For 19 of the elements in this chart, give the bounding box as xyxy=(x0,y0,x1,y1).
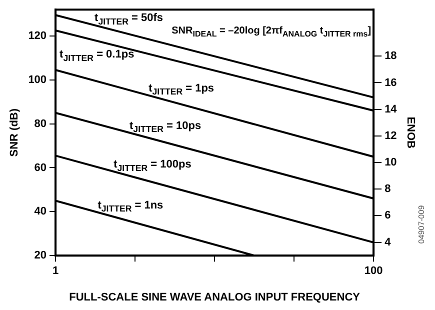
y2-tick-label: 18 xyxy=(384,50,397,62)
y-tick-label: 120 xyxy=(28,30,47,42)
y2-tick-label: 6 xyxy=(384,210,391,222)
y-tick-label: 40 xyxy=(34,206,47,218)
y-axis-title: SNR (dB) xyxy=(8,108,21,157)
text: 04907-009 xyxy=(417,204,426,244)
x-tick-label: 1 xyxy=(52,265,59,278)
y2-tick-label: 10 xyxy=(384,156,397,169)
y2-tick-label: 14 xyxy=(384,103,398,116)
y-tick-label: 20 xyxy=(34,250,47,262)
y2-tick-label: 16 xyxy=(384,76,397,89)
y-tick-label: 60 xyxy=(34,162,47,174)
y2-tick-label: 12 xyxy=(384,130,397,142)
y2-tick-label: 4 xyxy=(384,236,392,248)
y-tick-label: 100 xyxy=(28,74,47,86)
x-axis-title: FULL-SCALE SINE WAVE ANALOG INPUT FREQUENCY xyxy=(69,291,361,304)
y-tick-label: 80 xyxy=(34,118,47,130)
y2-tick-label: 8 xyxy=(384,183,391,196)
y2-axis-title: ENOB xyxy=(404,116,416,149)
